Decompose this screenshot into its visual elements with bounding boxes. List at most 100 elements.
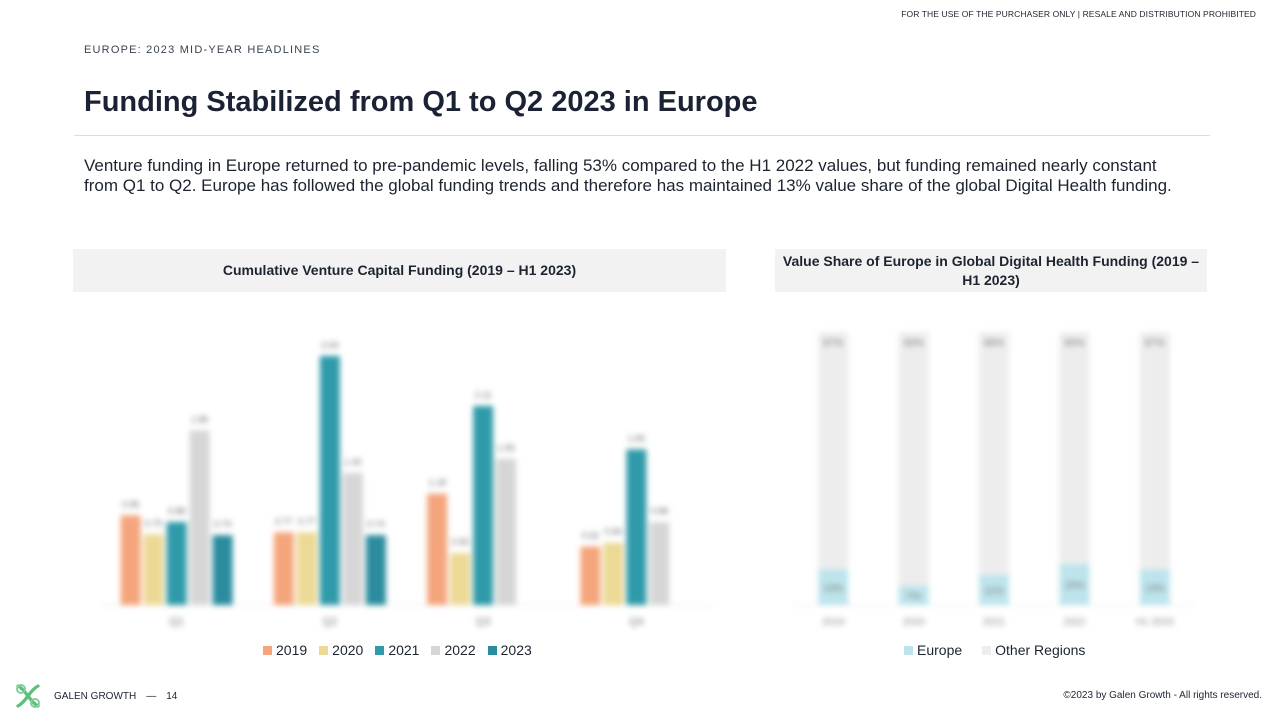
data-label: 0.77	[275, 516, 293, 526]
x-tick-label: Q2	[323, 616, 338, 628]
data-label: 0.74	[214, 519, 232, 529]
bar-2021-Q3	[473, 405, 494, 605]
data-label: 0.55	[451, 537, 469, 547]
data-label: 0.95	[122, 499, 140, 509]
segment-other-regions-2020	[898, 332, 929, 586]
legend-item: Europe	[904, 642, 962, 658]
bar-2019-Q3	[427, 493, 448, 605]
legend-swatch	[375, 645, 385, 655]
data-label: 0.88	[651, 506, 669, 516]
legend-swatch	[431, 645, 441, 655]
bar-2022-Q1	[189, 430, 210, 605]
data-label: 15%	[1064, 581, 1084, 592]
data-label: 0.62	[582, 531, 600, 541]
data-label: 2.11	[475, 390, 492, 400]
legend-swatch	[319, 645, 329, 655]
share-stacked-chart: 13% 87% 2019 7% 93% 2020 11% 89% 2021 15% 85% 2022 1…	[793, 332, 1195, 628]
legend-item: 2021	[375, 642, 419, 658]
data-label: 1.65	[628, 433, 646, 443]
funding-chart-title: Cumulative Venture Capital Funding (2019…	[73, 249, 726, 292]
disclaimer: FOR THE USE OF THE PURCHASER ONLY | RESA…	[901, 9, 1256, 19]
brand-separator: —	[146, 690, 157, 702]
legend-swatch	[904, 645, 913, 655]
data-label: 13%	[1145, 583, 1165, 594]
data-label: 2.64	[321, 340, 339, 350]
funding-bar-chart: 0.95 0.75 0.88 1.85 0.74 Q1 0.77 0.77 2.64 1.40 0.…	[100, 340, 713, 628]
x-tick-label: Q3	[476, 616, 491, 628]
bar-2021-Q4	[626, 449, 647, 605]
brand-name: GALEN GROWTH	[54, 690, 137, 702]
legend-label: 2022	[444, 642, 476, 658]
share-plot: 13% 87% 2019 7% 93% 2020 11% 89% 2021 15% 85% 2022 1…	[793, 332, 1195, 628]
data-label: 89%	[984, 338, 1004, 349]
legend-item: 2023	[487, 642, 532, 658]
data-label: 85%	[1064, 338, 1084, 349]
data-label: 0.88	[168, 506, 186, 516]
funding-chart-legend: 2019 2020 2021 2022 2023	[263, 642, 532, 658]
segment-europe-2021	[979, 574, 1009, 605]
bar-2020-Q2	[296, 532, 317, 605]
bar-2021-Q1	[166, 521, 187, 605]
legend-label: 2021	[388, 642, 420, 658]
data-label: 13%	[823, 583, 843, 594]
legend-item: Other Regions	[982, 642, 1085, 658]
legend-item: 2019	[263, 642, 307, 658]
legend-label: 2019	[276, 642, 308, 658]
legend-label: 2023	[500, 642, 532, 658]
x-tick-label: 2021	[983, 617, 1006, 628]
bar-2023-Q1	[212, 535, 233, 605]
data-label: 0.77	[298, 516, 316, 526]
page-title: Funding Stabilized from Q1 to Q2 2023 in…	[84, 86, 758, 118]
funding-plot: 0.95 0.75 0.88 1.85 0.74 Q1 0.77 0.77 2.64 1.40 0.…	[100, 340, 713, 628]
data-label: 1.85	[191, 414, 209, 424]
legend-label: Europe	[917, 642, 963, 658]
bar-2020-Q3	[450, 553, 471, 605]
copyright: ©2023 by Galen Growth - All rights reser…	[1063, 690, 1262, 701]
galen-growth-logo-icon	[16, 684, 40, 708]
data-label: 1.40	[344, 457, 362, 467]
bar-2022-Q4	[649, 521, 670, 605]
legend-label: 2020	[332, 642, 364, 658]
bar-2019-Q2	[273, 532, 294, 605]
bar-2020-Q4	[603, 542, 624, 605]
bar-2019-Q4	[580, 546, 601, 605]
bar-2019-Q1	[120, 515, 141, 605]
segment-europe-2022	[1059, 564, 1090, 605]
bar-2022-Q3	[496, 458, 517, 605]
data-label: 11%	[984, 586, 1003, 597]
x-tick-label: 2019	[822, 617, 845, 628]
legend-item: 2020	[319, 642, 363, 658]
data-label: 0.66	[605, 527, 623, 537]
data-label: 0.75	[145, 518, 163, 528]
share-chart-title: Value Share of Europe in Global Digital …	[775, 249, 1207, 292]
segment-other-regions-H1 2023	[1139, 332, 1170, 570]
legend-swatch	[263, 645, 272, 655]
section-eyebrow: EUROPE: 2023 MID-YEAR HEADLINES	[84, 44, 321, 56]
lead-paragraph: Venture funding in Europe returned to pr…	[84, 156, 1172, 195]
x-tick-label: Q4	[629, 616, 644, 628]
segment-europe-H1 2023	[1139, 569, 1170, 605]
x-tick-label: Q1	[169, 616, 184, 628]
x-tick-label: 2020	[902, 617, 925, 628]
data-label: 87%	[823, 338, 843, 349]
page-number: 14	[166, 690, 178, 702]
data-label: 0.74	[367, 519, 385, 529]
segment-other-regions-2022	[1059, 332, 1090, 565]
x-tick-label: 2022	[1063, 617, 1086, 628]
legend-swatch	[487, 645, 497, 655]
segment-europe-2020	[898, 585, 929, 605]
x-tick-label: H1 2023	[1136, 617, 1174, 628]
data-label: 7%	[906, 591, 921, 602]
bar-2020-Q1	[143, 534, 164, 605]
data-label: 1.18	[428, 478, 446, 488]
legend-item: 2022	[431, 642, 476, 658]
segment-europe-2019	[818, 569, 849, 605]
data-label: 87%	[1145, 338, 1165, 349]
bar-2023-Q2	[365, 535, 386, 605]
footer-brand: GALEN GROWTH — 14	[12, 680, 177, 712]
title-divider	[74, 135, 1210, 136]
data-label: 1.55	[497, 443, 515, 453]
legend-swatch	[982, 645, 992, 655]
bar-2021-Q2	[319, 355, 340, 605]
data-label: 93%	[904, 338, 924, 349]
